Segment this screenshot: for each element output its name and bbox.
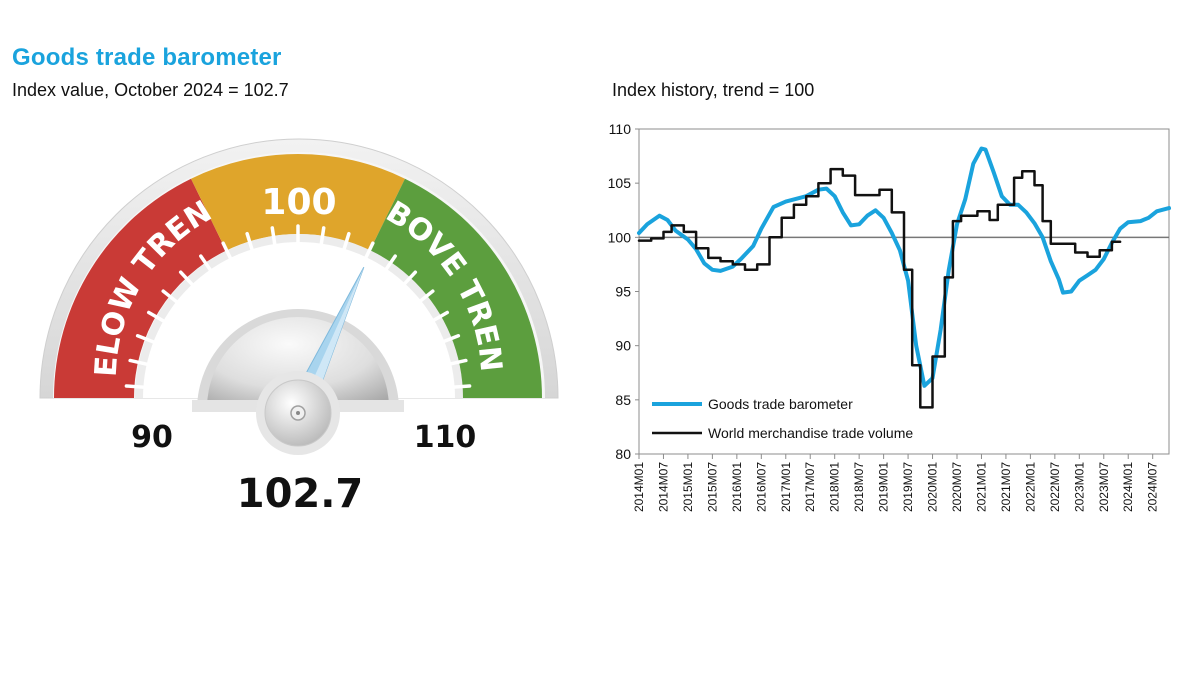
y-tick-label: 95 xyxy=(615,284,631,300)
gauge-tick xyxy=(378,254,397,280)
x-tick-label: 2017M07 xyxy=(803,462,817,512)
x-tick-label: 2023M01 xyxy=(1072,462,1086,512)
gauge-tick xyxy=(221,241,237,269)
gauge-tick xyxy=(395,270,418,293)
gauge-band-above xyxy=(369,178,542,398)
x-tick-label: 2017M01 xyxy=(779,462,793,512)
gauge-tick xyxy=(318,226,326,256)
x-tick-label: 2015M01 xyxy=(681,462,695,512)
legend: Goods trade barometer World merchandise … xyxy=(652,396,913,441)
gauge-tick xyxy=(422,310,450,328)
gauge-tick xyxy=(359,241,375,269)
y-tick-label: 110 xyxy=(609,121,632,137)
trend-mid-label: 100 xyxy=(261,182,336,223)
x-tick-label: 2024M07 xyxy=(1146,462,1160,512)
gauge-tick xyxy=(146,310,174,328)
gauge-ticks xyxy=(124,224,472,390)
chart-title: Index history, trend = 100 xyxy=(612,80,815,100)
legend-label-trade-volume: World merchandise trade volume xyxy=(708,425,913,441)
gauge-tick xyxy=(161,289,186,310)
gauge-tick xyxy=(438,358,468,368)
x-tick-label: 2015M07 xyxy=(705,462,719,512)
x-tick-label: 2018M01 xyxy=(828,462,842,512)
x-tick-label: 2016M07 xyxy=(754,462,768,512)
plot-area xyxy=(638,128,1170,455)
gauge-tick xyxy=(339,231,351,261)
gauge-bands xyxy=(54,154,542,398)
x-axis: 2014M01 2014M07 2015M01 2015M07 2016M01 2016M… xyxy=(632,454,1160,512)
x-tick-label: 2021M07 xyxy=(999,462,1013,512)
page-title: Goods trade barometer xyxy=(12,44,282,71)
gauge-tick xyxy=(178,270,201,293)
x-tick-label: 2021M01 xyxy=(974,462,988,512)
gauge-value: 102.7 xyxy=(237,471,364,517)
series-world-merchandise-trade-volume xyxy=(637,167,1122,409)
x-tick-label: 2022M01 xyxy=(1023,462,1037,512)
x-tick-label: 2019M07 xyxy=(901,462,915,512)
y-tick-label: 85 xyxy=(615,392,631,408)
gauge-tick xyxy=(270,226,278,256)
legend-label-barometer: Goods trade barometer xyxy=(708,396,853,412)
gauge-band-below xyxy=(54,178,227,398)
gauge-subtitle: Index value, October 2024 = 102.7 xyxy=(12,80,289,100)
y-axis: 80 85 90 95 100 105 110 xyxy=(608,121,639,462)
y-tick-label: 105 xyxy=(608,175,632,191)
x-tick-label: 2014M01 xyxy=(632,462,646,512)
x-tick-label: 2024M01 xyxy=(1121,462,1135,512)
y-tick-label: 80 xyxy=(615,446,631,462)
gauge-tick xyxy=(432,334,461,347)
x-tick-label: 2023M07 xyxy=(1097,462,1111,512)
y-tick-label: 90 xyxy=(615,338,631,354)
gauge-min-label: 90 xyxy=(131,420,173,455)
gauge-tick xyxy=(441,384,472,390)
x-tick-label: 2022M07 xyxy=(1048,462,1062,512)
gauge-tick xyxy=(199,254,218,280)
gauge-tick xyxy=(245,231,257,261)
gauge-tick xyxy=(135,334,164,347)
x-tick-label: 2019M01 xyxy=(877,462,891,512)
x-tick-label: 2020M01 xyxy=(926,462,940,512)
gauge-band-trend xyxy=(191,154,405,251)
x-tick-label: 2020M07 xyxy=(950,462,964,512)
x-tick-label: 2014M07 xyxy=(656,462,670,512)
gauge-tick xyxy=(128,358,158,368)
y-tick-label: 100 xyxy=(608,229,632,245)
x-tick-label: 2016M01 xyxy=(730,462,744,512)
series-layer xyxy=(637,146,1171,409)
gauge-max-label: 110 xyxy=(414,420,477,455)
gauge-tick xyxy=(124,384,155,390)
gauge-tick xyxy=(410,289,435,310)
x-tick-label: 2018M07 xyxy=(852,462,866,512)
